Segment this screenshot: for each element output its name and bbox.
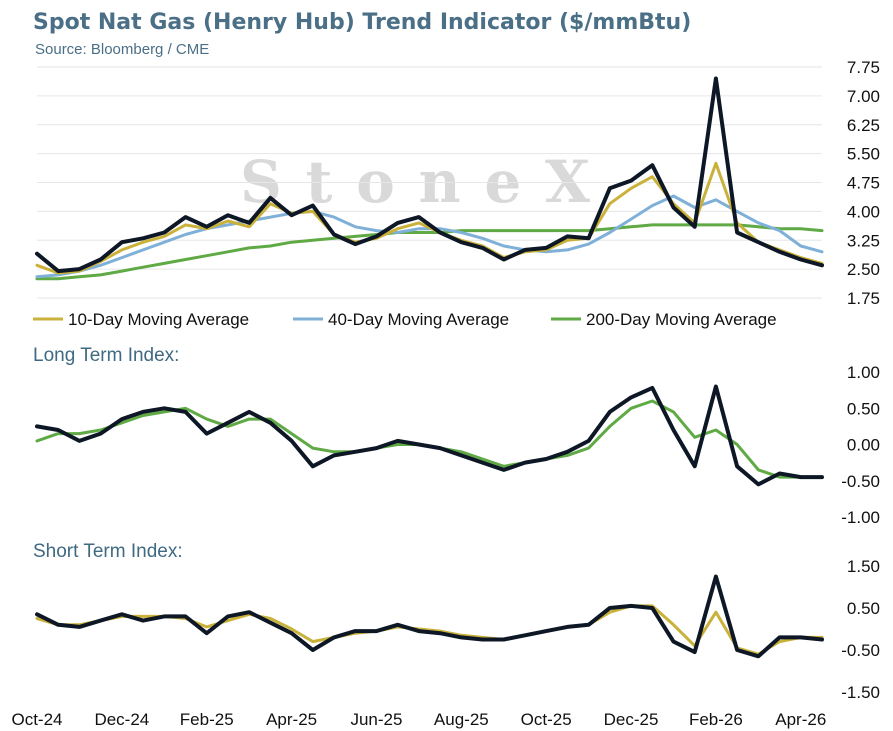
short-term-index-title: Short Term Index:	[33, 541, 183, 562]
x-axis-labels: Oct-24 Dec-24 Feb-25 Apr-25 Jun-25 Aug-25 Oct-…	[11, 710, 826, 729]
y-tick-label: 4.75	[847, 174, 880, 193]
x-tick-label: Dec-25	[604, 710, 659, 729]
ma200-line	[35, 223, 824, 281]
y-tick-label: 2.50	[847, 260, 880, 279]
spot-price-line	[35, 76, 824, 274]
y-tick-label: 7.00	[847, 87, 880, 106]
y-tick-label: 5.50	[847, 145, 880, 164]
long-term-signal-line	[35, 399, 824, 479]
y-tick-label: 3.25	[847, 231, 880, 250]
legend-ma200-label: 200-Day Moving Average	[586, 310, 777, 329]
y-tick-label: -0.50	[841, 641, 880, 660]
y-tick-label: 7.75	[847, 58, 880, 77]
chart-source: Source: Bloomberg / CME	[35, 41, 209, 58]
x-tick-label: Apr-26	[775, 710, 826, 729]
y-tick-label: 1.00	[847, 363, 880, 382]
x-tick-label: Oct-24	[11, 710, 62, 729]
legend-ma10-label: 10-Day Moving Average	[68, 310, 249, 329]
y-tick-label: 4.00	[847, 202, 880, 221]
x-tick-label: Jun-25	[350, 710, 402, 729]
x-tick-label: Apr-25	[266, 710, 317, 729]
y-tick-label: 1.75	[847, 289, 880, 308]
ma10-line	[35, 161, 824, 275]
y-tick-label: 1.50	[847, 557, 880, 576]
long-term-index-line	[35, 384, 824, 487]
x-tick-label: Feb-26	[689, 710, 743, 729]
long-term-index-title: Long Term Index:	[33, 345, 179, 366]
short-term-index-panel: 1.50 0.50 -0.50 -1.50	[35, 557, 880, 702]
x-tick-label: Oct-25	[521, 710, 572, 729]
y-tick-label: 0.50	[847, 399, 880, 418]
price-legend: 10-Day Moving Average 40-Day Moving Avera…	[33, 310, 777, 329]
price-panel: 7.75 7.00 6.25 5.50 4.75 4.00 3.25 2.50 1.75	[35, 58, 880, 308]
chart-title: Spot Nat Gas (Henry Hub) Trend Indicator…	[33, 10, 691, 35]
x-tick-label: Aug-25	[434, 710, 489, 729]
long-term-index-panel: 1.00 0.50 0.00 -0.50 -1.00	[35, 363, 880, 527]
legend-ma40-label: 40-Day Moving Average	[328, 310, 509, 329]
y-tick-label: -0.50	[841, 472, 880, 491]
y-tick-label: -1.50	[841, 683, 880, 702]
x-tick-label: Feb-25	[180, 710, 234, 729]
y-tick-label: -1.00	[841, 508, 880, 527]
y-tick-label: 0.00	[847, 436, 880, 455]
y-tick-label: 0.50	[847, 599, 880, 618]
x-tick-label: Dec-24	[94, 710, 149, 729]
short-term-index-line	[35, 574, 824, 659]
y-tick-label: 6.25	[847, 116, 880, 135]
